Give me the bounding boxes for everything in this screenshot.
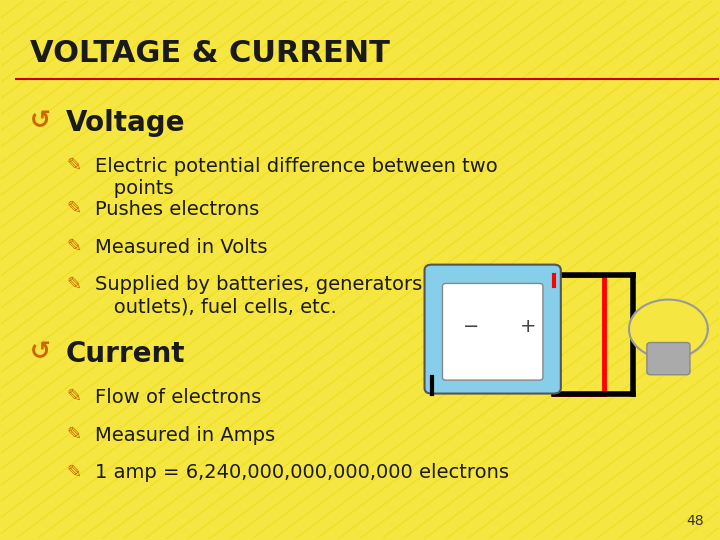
FancyBboxPatch shape bbox=[443, 284, 543, 380]
Text: ↺: ↺ bbox=[30, 340, 51, 364]
Text: ✎: ✎ bbox=[66, 388, 81, 406]
Text: ✎: ✎ bbox=[66, 200, 81, 218]
Text: −: − bbox=[463, 317, 480, 336]
Text: VOLTAGE & CURRENT: VOLTAGE & CURRENT bbox=[30, 39, 390, 68]
Text: ✎: ✎ bbox=[66, 157, 81, 175]
Polygon shape bbox=[629, 300, 708, 359]
Text: ↺: ↺ bbox=[30, 109, 51, 133]
Text: ✎: ✎ bbox=[66, 426, 81, 444]
Text: Pushes electrons: Pushes electrons bbox=[94, 200, 259, 219]
Text: Voltage: Voltage bbox=[66, 109, 186, 137]
Text: Electric potential difference between two
   points: Electric potential difference between tw… bbox=[94, 157, 498, 198]
Text: Flow of electrons: Flow of electrons bbox=[94, 388, 261, 407]
FancyBboxPatch shape bbox=[425, 265, 561, 394]
Text: ✎: ✎ bbox=[66, 463, 81, 481]
Text: 48: 48 bbox=[687, 514, 704, 528]
Text: Measured in Volts: Measured in Volts bbox=[94, 238, 267, 256]
Text: 1 amp = 6,240,000,000,000,000 electrons: 1 amp = 6,240,000,000,000,000 electrons bbox=[94, 463, 508, 482]
Text: ✎: ✎ bbox=[66, 275, 81, 293]
Text: ✎: ✎ bbox=[66, 238, 81, 256]
Text: Current: Current bbox=[66, 340, 186, 368]
Text: +: + bbox=[521, 317, 537, 336]
Text: Supplied by batteries, generators (electric
   outlets), fuel cells, etc.: Supplied by batteries, generators (elect… bbox=[94, 275, 508, 316]
Text: Measured in Amps: Measured in Amps bbox=[94, 426, 275, 445]
FancyBboxPatch shape bbox=[647, 342, 690, 375]
